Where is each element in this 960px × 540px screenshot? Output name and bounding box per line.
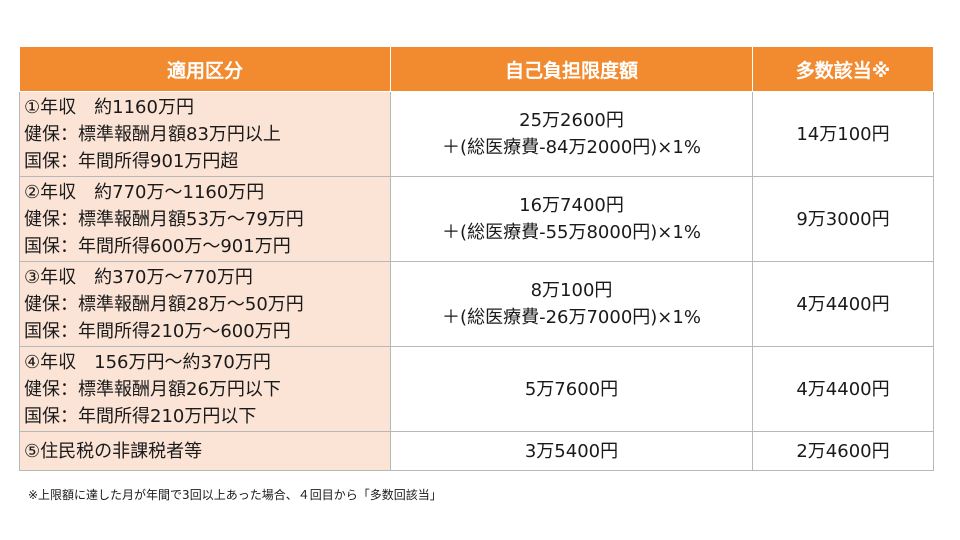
category-cell: ①年収 約1160万円 健保：標準報酬月額83万円以上 国保：年間所得901万円… [19, 91, 391, 177]
category-line: 国保：年間所得210万～600万円 [24, 320, 291, 342]
category-cell: ④年収 156万円～約370万円 健保：標準報酬月額26万円以下 国保：年間所得… [19, 346, 391, 432]
category-line: ⑤住民税の非課税者等 [24, 440, 203, 462]
category-line: ①年収 約1160万円 [24, 96, 194, 118]
header-limit: 自己負担限度額 [390, 46, 753, 92]
category-line: ②年収 約770万～1160万円 [24, 181, 265, 203]
category-line: 国保：年間所得600万～901万円 [24, 235, 291, 257]
category-cell: ③年収 約370万～770万円 健保：標準報酬月額28万～50万円 国保：年間所… [19, 261, 391, 347]
limit-line: ＋(総医療費-84万2000円)×1% [442, 137, 701, 158]
header-multiple: 多数該当※ [752, 46, 934, 92]
category-cell: ⑤住民税の非課税者等 [19, 431, 391, 471]
limit-line: ＋(総医療費-55万8000円)×1% [442, 222, 701, 243]
limit-line: 3万5400円 [524, 440, 619, 462]
category-line: 健保：標準報酬月額26万円以下 [24, 378, 281, 400]
cost-limit-table: 適用区分 自己負担限度額 多数該当※ ①年収 約1160万円 健保：標準報酬月額… [19, 46, 934, 471]
limit-cell: 8万100円 ＋(総医療費-26万7000円)×1% [390, 261, 753, 347]
category-cell: ②年収 約770万～1160万円 健保：標準報酬月額53万～79万円 国保：年間… [19, 176, 391, 262]
category-line: 健保：標準報酬月額83万円以上 [24, 123, 281, 145]
multiple-cell: 4万4400円 [752, 346, 934, 432]
category-line: 国保：年間所得210万円以下 [24, 405, 257, 427]
table-row: ②年収 約770万～1160万円 健保：標準報酬月額53万～79万円 国保：年間… [19, 176, 934, 262]
limit-line: 25万2600円 [519, 110, 624, 131]
category-line: 国保：年間所得901万円超 [24, 150, 239, 172]
limit-cell: 5万7600円 [390, 346, 753, 432]
multiple-cell: 4万4400円 [752, 261, 934, 347]
multiple-cell: 9万3000円 [752, 176, 934, 262]
multiple-cell: 14万100円 [752, 91, 934, 177]
table-row: ③年収 約370万～770万円 健保：標準報酬月額28万～50万円 国保：年間所… [19, 261, 934, 347]
table-header-row: 適用区分 自己負担限度額 多数該当※ [19, 46, 934, 92]
header-category: 適用区分 [19, 46, 391, 92]
category-line: ③年収 約370万～770万円 [24, 266, 253, 288]
limit-cell: 16万7400円 ＋(総医療費-55万8000円)×1% [390, 176, 753, 262]
table-row: ①年収 約1160万円 健保：標準報酬月額83万円以上 国保：年間所得901万円… [19, 91, 934, 177]
multiple-cell: 2万4600円 [752, 431, 934, 471]
limit-cell: 25万2600円 ＋(総医療費-84万2000円)×1% [390, 91, 753, 177]
footnote: ※上限額に達した月が年間で3回以上あった場合、４回目から「多数回該当」 [28, 488, 442, 502]
limit-line: 16万7400円 [519, 195, 624, 216]
category-line: ④年収 156万円～約370万円 [24, 351, 271, 373]
limit-line: 5万7600円 [524, 378, 619, 400]
category-line: 健保：標準報酬月額28万～50万円 [24, 293, 304, 315]
limit-cell: 3万5400円 [390, 431, 753, 471]
limit-line: ＋(総医療費-26万7000円)×1% [442, 307, 701, 328]
table-row: ⑤住民税の非課税者等 3万5400円 2万4600円 [19, 431, 934, 471]
limit-line: 8万100円 [530, 280, 613, 301]
table-row: ④年収 156万円～約370万円 健保：標準報酬月額26万円以下 国保：年間所得… [19, 346, 934, 432]
category-line: 健保：標準報酬月額53万～79万円 [24, 208, 304, 230]
